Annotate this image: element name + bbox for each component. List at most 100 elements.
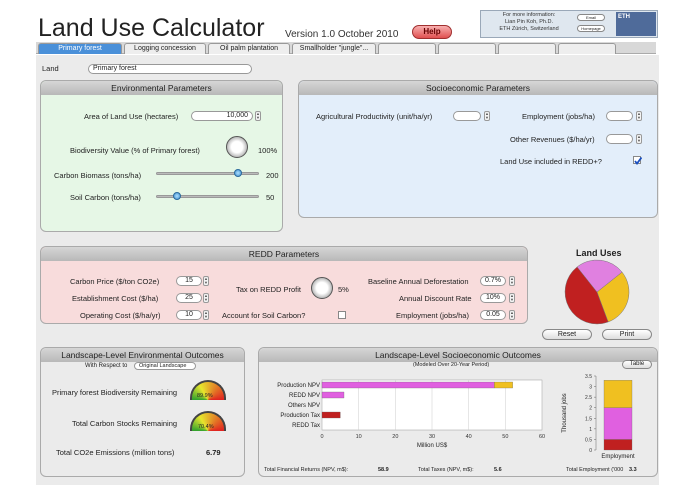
employment-stepper[interactable]: ▲ ▼ xyxy=(636,111,642,121)
npv-tick-label: 30 xyxy=(429,434,435,440)
tab-empty-4[interactable] xyxy=(558,43,616,54)
biodiversity-label: Biodiversity Value (% of Primary forest) xyxy=(70,146,200,155)
carbon-biomass-slider[interactable] xyxy=(156,172,259,175)
area-input[interactable]: 10,000 xyxy=(191,111,253,121)
co2-value: 6.79 xyxy=(206,448,221,457)
operating-label: Operating Cost ($/ha/yr) xyxy=(80,311,161,320)
operating-stepper[interactable]: ▲ ▼ xyxy=(203,310,209,320)
tab-primary-forest[interactable]: Primary forest xyxy=(38,43,122,54)
socio-outcomes-title: Landscape-Level Socioeconomic Outcomes xyxy=(259,348,657,362)
pie-slice xyxy=(576,259,623,293)
reset-button[interactable]: Reset xyxy=(542,329,592,340)
discount-stepper[interactable]: ▲ ▼ xyxy=(509,293,515,303)
agri-stepper[interactable]: ▲ ▼ xyxy=(484,111,490,121)
redd-included-label: Land Use included in REDD+? xyxy=(500,157,602,166)
biodiversity-value: 100% xyxy=(258,146,278,155)
tax-label: Tax on REDD Profit xyxy=(236,285,302,294)
npv-tick-label: 40 xyxy=(466,434,472,440)
establishment-input[interactable]: 25 xyxy=(176,293,202,303)
redd-included-checkbox[interactable] xyxy=(633,156,643,165)
tab-empty-2[interactable] xyxy=(438,43,496,54)
redd-employment-input[interactable]: 0.05 xyxy=(480,310,506,320)
carbon-biomass-value: 200 xyxy=(266,171,279,180)
employment-input[interactable] xyxy=(606,111,633,121)
carbon-gauge-value: 70.4% xyxy=(198,424,214,430)
jobs-tick-label: 0 xyxy=(589,448,592,454)
other-revenues-stepper[interactable]: ▲ ▼ xyxy=(636,134,642,144)
npv-category-label: Production NPV xyxy=(277,383,320,389)
area-label: Area of Land Use (hectares) xyxy=(84,112,179,121)
socio-outcomes-subtitle: (Modeled Over 20-Year Period) xyxy=(413,362,490,368)
homepage-button[interactable]: Homepage xyxy=(577,25,605,32)
establishment-stepper[interactable]: ▲ ▼ xyxy=(203,293,209,303)
employment-label: Employment (jobs/ha) xyxy=(522,112,595,121)
info-text: For more information: Lian Pin Koh, Ph.D… xyxy=(499,12,559,32)
env-outcomes-title: Landscape-Level Environmental Outcomes xyxy=(41,348,244,362)
soil-carbon-knob[interactable] xyxy=(172,192,181,200)
discount-input[interactable]: 10% xyxy=(480,293,506,303)
financial-label: Total Financial Returns (NPV, m$): xyxy=(264,467,349,473)
carbon-price-stepper[interactable]: ▲ ▼ xyxy=(203,276,209,286)
baseline-input[interactable]: 0.7% xyxy=(480,276,506,286)
check-icon xyxy=(634,156,643,165)
redd-title: REDD Parameters xyxy=(41,247,527,261)
agri-input[interactable] xyxy=(453,111,481,121)
npv-category-label: REDD Tax xyxy=(292,423,320,429)
land-name-field[interactable]: Primary forest xyxy=(88,64,252,74)
tab-smallholder[interactable]: Smallholder "jungle"... xyxy=(292,43,376,54)
other-revenues-label: Other Revenues ($/ha/yr) xyxy=(510,135,595,144)
npv-bar xyxy=(321,381,495,389)
npv-tick-label: 0 xyxy=(320,434,323,440)
carbon-biomass-knob[interactable] xyxy=(234,169,243,177)
npv-bar xyxy=(321,391,345,399)
soil-carbon-slider[interactable] xyxy=(156,195,259,198)
jobs-bar-segment xyxy=(603,407,633,440)
agri-label: Agricultural Productivity (unit/ha/yr) xyxy=(316,112,433,121)
carbon-price-label: Carbon Price ($/ton CO2e) xyxy=(70,277,160,286)
tab-oil-palm[interactable]: Oil palm plantation xyxy=(208,43,290,54)
carbon-price-input[interactable]: 15 xyxy=(176,276,202,286)
soil-carbon-value: 50 xyxy=(266,193,275,202)
npv-category-label: REDD NPV xyxy=(289,393,320,399)
pie-slice xyxy=(596,271,630,323)
npv-bar xyxy=(321,411,341,419)
help-button[interactable]: Help xyxy=(412,25,452,39)
jobs-tick-label: 3 xyxy=(589,385,592,391)
land-label: Land xyxy=(42,64,59,73)
soil-carbon-label: Soil Carbon (tons/ha) xyxy=(70,193,141,202)
table-button[interactable]: Table xyxy=(622,360,652,369)
carbon-remaining-label: Total Carbon Stocks Remaining xyxy=(72,419,178,428)
employment-bar-chart: 0 0.5 1 1.5 2 2.5 3 3.5 Thousand jobs Employment xyxy=(562,374,635,460)
biodiversity-dial[interactable] xyxy=(226,136,248,158)
eth-logo: ETH xyxy=(616,12,656,36)
tab-logging-concession[interactable]: Logging concession xyxy=(124,43,206,54)
area-stepper[interactable]: ▲ ▼ xyxy=(255,111,261,121)
print-button[interactable]: Print xyxy=(602,329,652,340)
email-button[interactable]: Email xyxy=(577,14,605,21)
redd-panel: REDD Parameters xyxy=(40,246,528,324)
respect-label: With Respect to xyxy=(85,363,128,369)
jobs-bar-segment xyxy=(603,380,633,408)
jobs-category-label: Employment xyxy=(601,454,635,460)
tab-empty-1[interactable] xyxy=(378,43,436,54)
jobs-tick-label: 1.5 xyxy=(585,416,592,422)
pie-slice xyxy=(564,266,609,325)
employment-total-label: Total Employment ('000 xyxy=(566,467,624,473)
other-revenues-input[interactable] xyxy=(606,134,633,144)
app-title: Land Use Calculator xyxy=(38,14,265,42)
baseline-stepper[interactable]: ▲ ▼ xyxy=(509,276,515,286)
socioeconomic-title: Socioeconomic Parameters xyxy=(299,81,657,95)
environmental-title: Environmental Parameters xyxy=(41,81,282,95)
soil-carbon-account-checkbox[interactable] xyxy=(338,311,346,319)
redd-employment-stepper[interactable]: ▲ ▼ xyxy=(509,310,515,320)
discount-label: Annual Discount Rate xyxy=(399,294,472,303)
respect-select[interactable]: Original Landscape xyxy=(134,362,196,370)
baseline-label: Baseline Annual Deforestation xyxy=(368,277,469,286)
land-uses-pie xyxy=(564,259,630,325)
operating-input[interactable]: 10 xyxy=(176,310,202,320)
tab-empty-3[interactable] xyxy=(498,43,556,54)
tax-dial[interactable] xyxy=(311,277,333,299)
taxes-label: Total Taxes (NPV, m$): xyxy=(418,467,474,473)
environmental-panel: Environmental Parameters xyxy=(40,80,283,232)
biodiversity-remaining-label: Primary forest Biodiversity Remaining xyxy=(52,388,178,397)
